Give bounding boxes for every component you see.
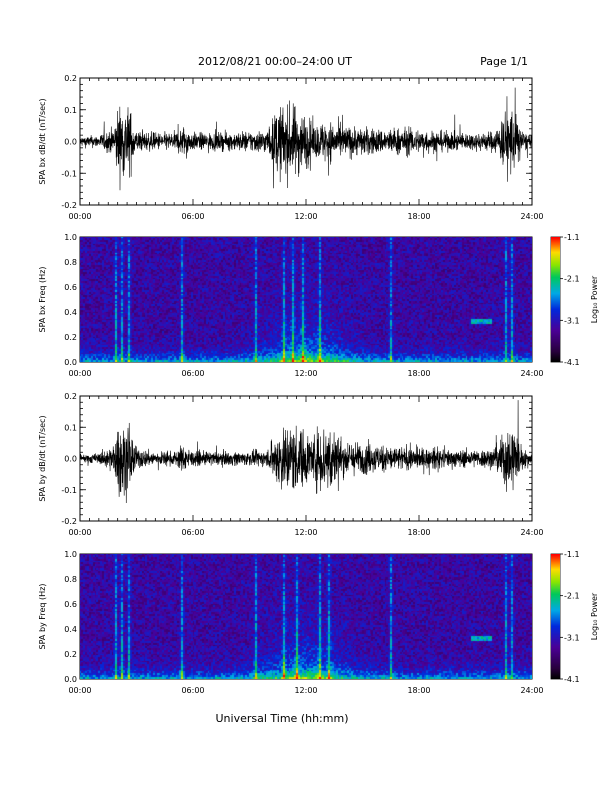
report-date-range: 2012/08/21 00:00–24:00 UT bbox=[198, 55, 352, 68]
x-tick-label: 12:00 bbox=[294, 369, 317, 378]
x-tick-label: 00:00 bbox=[68, 686, 91, 695]
panel-2-y-axis-label: SPA bx Freq (Hz) bbox=[38, 267, 47, 333]
x-tick-label: 00:00 bbox=[68, 212, 91, 221]
y-tick-label: 0.0 bbox=[64, 358, 77, 367]
y-tick-label: 0.0 bbox=[64, 138, 77, 147]
colorbar-tick-label: -4.1 bbox=[564, 358, 580, 367]
x-tick-label: 18:00 bbox=[407, 212, 430, 221]
y-tick-label: 0.2 bbox=[64, 333, 77, 342]
colorbar-tick-label: -4.1 bbox=[564, 675, 580, 684]
y-tick-label: -0.2 bbox=[61, 517, 77, 526]
y-tick-label: 0.2 bbox=[64, 392, 77, 401]
y-tick-label: 0.1 bbox=[64, 423, 77, 432]
x-tick-label: 06:00 bbox=[181, 686, 204, 695]
x-tick-label: 12:00 bbox=[294, 528, 317, 537]
panel-4-spectrogram-image bbox=[80, 554, 532, 679]
y-tick-label: 0.1 bbox=[64, 106, 77, 115]
colorbar-tick-label: -1.1 bbox=[564, 550, 580, 559]
y-tick-label: 1.0 bbox=[64, 550, 77, 559]
y-tick-label: 0.6 bbox=[64, 600, 77, 609]
panel-2-spectrogram-image bbox=[80, 237, 532, 362]
y-tick-label: -0.1 bbox=[61, 486, 77, 495]
panel-3-y-axis-label: SPA by dB/dt (nT/sec) bbox=[38, 415, 47, 501]
y-tick-label: 0.4 bbox=[64, 625, 77, 634]
x-tick-label: 24:00 bbox=[520, 212, 543, 221]
x-tick-label: 06:00 bbox=[181, 212, 204, 221]
y-tick-label: 0.8 bbox=[64, 575, 77, 584]
panel-4-colorbar-label: Log₁₀ Power bbox=[590, 592, 599, 640]
colorbar-tick-label: -2.1 bbox=[564, 275, 580, 284]
x-tick-label: 18:00 bbox=[407, 369, 430, 378]
y-tick-label: -0.1 bbox=[61, 169, 77, 178]
y-tick-label: 0.0 bbox=[64, 675, 77, 684]
colorbar-tick-label: -2.1 bbox=[564, 592, 580, 601]
panel-3-waveform-series bbox=[80, 400, 532, 504]
colorbar-tick-label: -1.1 bbox=[564, 233, 580, 242]
y-tick-label: 0.0 bbox=[64, 455, 77, 464]
y-tick-label: 0.2 bbox=[64, 650, 77, 659]
x-tick-label: 18:00 bbox=[407, 686, 430, 695]
panel-4-y-axis-label: SPA by Freq (Hz) bbox=[38, 584, 47, 650]
panel-1-y-axis-label: SPA bx dB/dt (nT/sec) bbox=[38, 98, 47, 184]
x-tick-label: 00:00 bbox=[68, 528, 91, 537]
colorbar-tick-label: -3.1 bbox=[564, 633, 580, 642]
page-indicator: Page 1/1 bbox=[480, 55, 528, 68]
x-tick-label: 24:00 bbox=[520, 686, 543, 695]
y-tick-label: 0.2 bbox=[64, 74, 77, 83]
y-tick-label: 1.0 bbox=[64, 233, 77, 242]
panel-4-colorbar bbox=[551, 554, 560, 679]
x-tick-label: 24:00 bbox=[520, 369, 543, 378]
panel-2-colorbar bbox=[551, 237, 560, 362]
y-tick-label: -0.2 bbox=[61, 201, 77, 210]
x-tick-label: 00:00 bbox=[68, 369, 91, 378]
x-tick-label: 18:00 bbox=[407, 528, 430, 537]
x-tick-label: 06:00 bbox=[181, 528, 204, 537]
y-tick-label: 0.6 bbox=[64, 283, 77, 292]
x-axis-label: Universal Time (hh:mm) bbox=[216, 712, 349, 725]
panel-2-colorbar-label: Log₁₀ Power bbox=[590, 275, 599, 323]
y-tick-label: 0.8 bbox=[64, 258, 77, 267]
x-tick-label: 24:00 bbox=[520, 528, 543, 537]
x-tick-label: 06:00 bbox=[181, 369, 204, 378]
colorbar-tick-label: -3.1 bbox=[564, 316, 580, 325]
x-tick-label: 12:00 bbox=[294, 686, 317, 695]
panel-1-waveform-series bbox=[80, 87, 532, 191]
x-tick-label: 12:00 bbox=[294, 212, 317, 221]
y-tick-label: 0.4 bbox=[64, 308, 77, 317]
